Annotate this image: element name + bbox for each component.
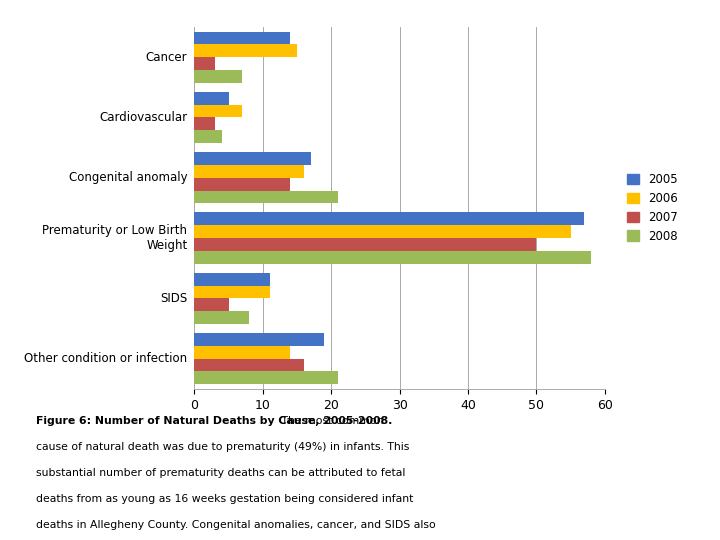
Text: The most common: The most common <box>279 416 384 426</box>
Text: deaths in Allegheny County. Congenital anomalies, cancer, and SIDS also: deaths in Allegheny County. Congenital a… <box>36 521 436 530</box>
Bar <box>194 311 249 324</box>
Text: deaths from as young as 16 weeks gestation being considered infant: deaths from as young as 16 weeks gestati… <box>36 494 413 504</box>
Bar <box>194 70 242 83</box>
Bar <box>194 346 290 359</box>
Bar <box>194 105 242 117</box>
Bar <box>194 191 338 204</box>
Bar <box>194 130 222 143</box>
Text: cause of natural death was due to prematurity (49%) in infants. This: cause of natural death was due to premat… <box>36 442 410 452</box>
Bar <box>194 31 290 44</box>
Bar <box>194 359 304 372</box>
Bar <box>194 212 585 225</box>
Bar <box>194 273 269 286</box>
Bar <box>194 225 571 238</box>
Bar <box>194 298 229 311</box>
Text: substantial number of prematurity deaths can be attributed to fetal: substantial number of prematurity deaths… <box>36 468 405 478</box>
Bar <box>194 286 269 298</box>
Bar <box>194 92 229 105</box>
Bar <box>194 251 591 264</box>
Bar <box>194 178 290 191</box>
Bar <box>194 152 311 165</box>
Bar <box>194 57 215 70</box>
Bar <box>194 117 215 130</box>
Bar <box>194 44 297 57</box>
Bar <box>194 372 338 384</box>
Bar <box>194 333 324 346</box>
Legend: 2005, 2006, 2007, 2008: 2005, 2006, 2007, 2008 <box>627 173 678 243</box>
Bar <box>194 238 536 251</box>
Bar <box>194 165 304 178</box>
Text: Figure 6: Number of Natural Deaths by Cause, 2005-2008.: Figure 6: Number of Natural Deaths by Ca… <box>36 416 392 426</box>
